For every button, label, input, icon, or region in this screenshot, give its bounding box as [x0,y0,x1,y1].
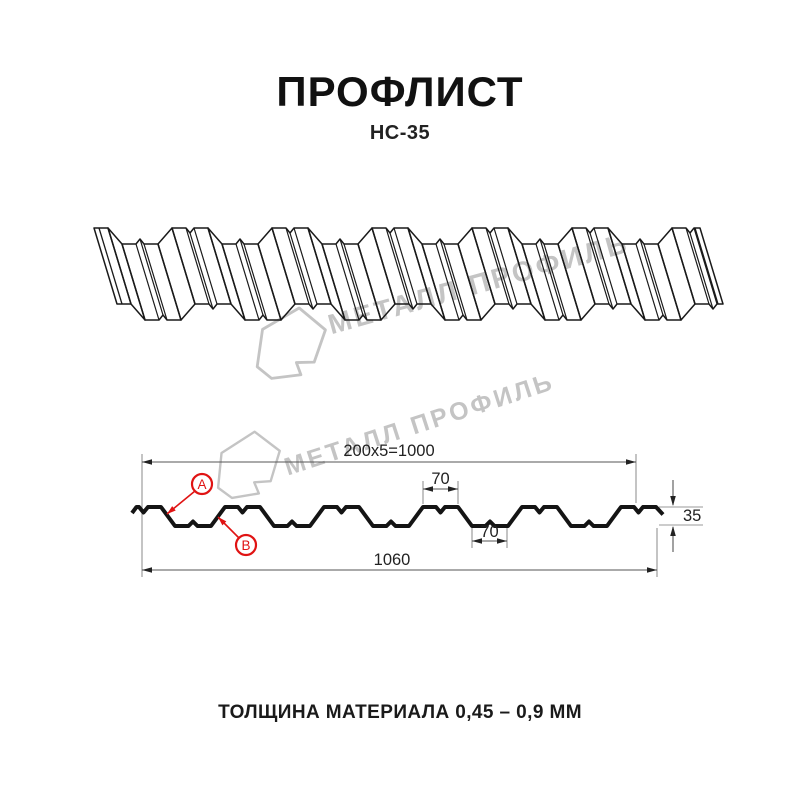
brand-logo-icon [255,306,327,380]
dim-valley-width: 70 [480,523,498,541]
callout-arrows [166,490,240,539]
callout-circle-b [234,533,258,557]
callout-circle-a [190,472,214,496]
watermark-brand-text: МЕТАЛЛ ПРОФИЛЬ [281,367,558,481]
material-thickness-note: ТОЛЩИНА МАТЕРИАЛА 0,45 – 0,9 ММ [218,702,582,723]
callout-markers: A B [190,472,258,557]
callout-label-a: A [197,477,206,492]
dim-profile-height: 35 [683,507,701,525]
brand-logo-icon [216,430,281,500]
dimension-lines [141,454,703,577]
dim-top-total: 200x5=1000 [343,442,434,460]
dim-rib-width: 70 [431,470,449,488]
callout-label-b: B [241,538,250,553]
dimension-labels: 200x5=1000 70 70 35 1060 [343,442,701,569]
page-title: ПРОФЛИСТ [276,68,524,115]
sheet-3d-outline [93,227,724,321]
dim-sheet-width: 1060 [374,551,411,569]
cross-section-profile [130,505,665,528]
sheet-3d-fills [94,228,723,320]
profile-model-name: НС-35 [369,122,431,144]
